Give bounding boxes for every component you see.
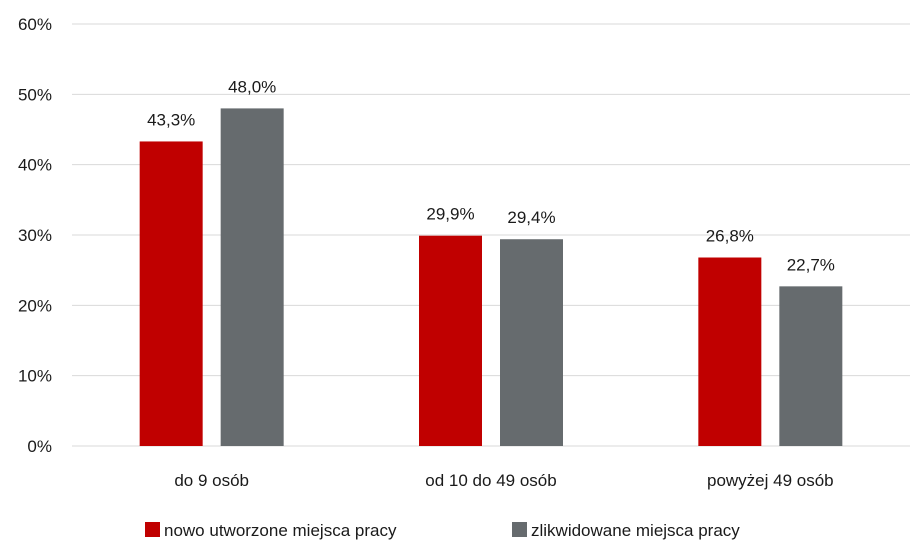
y-tick-label-40: 40% — [18, 156, 52, 175]
bar-0-1 — [220, 108, 284, 447]
bar-2-1 — [779, 286, 843, 446]
bar-1-0 — [419, 235, 482, 446]
data-label-1-0: 29,9% — [426, 205, 474, 224]
y-tick-label-20: 20% — [18, 296, 52, 315]
bar-2-0 — [698, 257, 762, 446]
y-axis-tick-labels: 0% 10% 20% 30% 40% 50% 60% — [18, 15, 52, 456]
legend-label-new-jobs: nowo utworzone miejsca pracy — [164, 521, 397, 540]
gridlines — [72, 23, 910, 447]
data-label-2-0: 26,8% — [706, 227, 754, 246]
y-tick-label-50: 50% — [18, 85, 52, 104]
legend-swatch-liquidated-jobs — [512, 522, 527, 537]
bars — [139, 108, 843, 447]
legend-swatch-new-jobs — [145, 522, 160, 537]
y-tick-label-30: 30% — [18, 226, 52, 245]
y-tick-label-0: 0% — [27, 437, 52, 456]
category-label-2: powyżej 49 osób — [707, 471, 834, 490]
bar-0-0 — [139, 141, 203, 446]
y-tick-label-10: 10% — [18, 367, 52, 386]
legend: nowo utworzone miejsca pracy zlikwidowan… — [145, 521, 740, 540]
category-label-0: do 9 osób — [174, 471, 249, 490]
bar-1-1 — [500, 239, 563, 446]
data-label-0-0: 43,3% — [147, 110, 195, 129]
data-labels: 43,3% 48,0% 29,9% 29,4% 26,8% 22,7% — [147, 77, 835, 274]
data-label-0-1: 48,0% — [228, 77, 276, 96]
category-labels: do 9 osób od 10 do 49 osób powyżej 49 osób — [174, 471, 833, 490]
category-label-1: od 10 do 49 osób — [425, 471, 556, 490]
data-label-1-1: 29,4% — [507, 208, 555, 227]
legend-label-liquidated-jobs: zlikwidowane miejsca pracy — [531, 521, 740, 540]
data-label-2-1: 22,7% — [787, 255, 835, 274]
y-tick-label-60: 60% — [18, 15, 52, 34]
